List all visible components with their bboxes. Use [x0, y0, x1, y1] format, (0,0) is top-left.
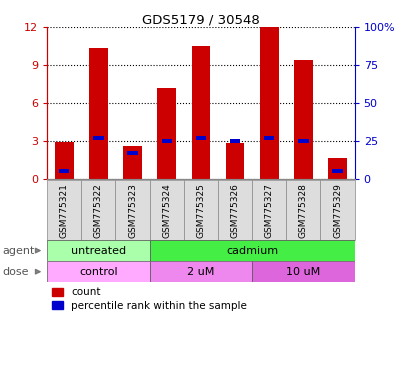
Bar	[55, 142, 74, 179]
Bar	[225, 143, 244, 179]
Text: control: control	[79, 266, 117, 277]
Bar	[263, 136, 274, 139]
FancyBboxPatch shape	[149, 180, 183, 240]
FancyBboxPatch shape	[285, 180, 320, 240]
Text: dose: dose	[2, 266, 29, 277]
Text: GDS5179 / 30548: GDS5179 / 30548	[142, 13, 259, 26]
Text: agent: agent	[2, 245, 34, 256]
FancyBboxPatch shape	[252, 261, 354, 282]
Text: GSM775323: GSM775323	[128, 184, 137, 238]
Bar	[327, 158, 346, 179]
FancyBboxPatch shape	[149, 240, 354, 261]
Text: untreated: untreated	[71, 245, 126, 256]
FancyBboxPatch shape	[320, 180, 354, 240]
Text: GSM775324: GSM775324	[162, 184, 171, 238]
Text: GSM775325: GSM775325	[196, 184, 205, 238]
Bar	[93, 136, 103, 139]
Bar	[191, 46, 210, 179]
Bar	[89, 48, 108, 179]
Text: 2 uM: 2 uM	[187, 266, 214, 277]
FancyBboxPatch shape	[81, 180, 115, 240]
Bar	[59, 169, 69, 173]
Text: 10 uM: 10 uM	[285, 266, 320, 277]
FancyBboxPatch shape	[183, 180, 218, 240]
FancyBboxPatch shape	[115, 180, 149, 240]
Text: GSM775321: GSM775321	[60, 184, 69, 238]
Text: GSM775328: GSM775328	[298, 184, 307, 238]
Text: GSM775326: GSM775326	[230, 184, 239, 238]
Bar	[229, 139, 240, 142]
Bar	[332, 169, 342, 173]
FancyBboxPatch shape	[47, 240, 149, 261]
FancyBboxPatch shape	[218, 180, 252, 240]
Legend: count, percentile rank within the sample: count, percentile rank within the sample	[52, 288, 246, 311]
FancyBboxPatch shape	[47, 261, 149, 282]
FancyBboxPatch shape	[252, 180, 285, 240]
Text: cadmium: cadmium	[225, 245, 278, 256]
Bar	[161, 139, 171, 142]
Text: GSM775327: GSM775327	[264, 184, 273, 238]
Bar	[127, 151, 137, 155]
Text: GSM775322: GSM775322	[94, 184, 103, 238]
Bar	[195, 136, 206, 139]
Bar	[259, 27, 278, 179]
Bar	[157, 88, 176, 179]
FancyBboxPatch shape	[149, 261, 252, 282]
Bar	[293, 60, 312, 179]
FancyBboxPatch shape	[47, 180, 81, 240]
Text: GSM775329: GSM775329	[332, 184, 341, 238]
Bar	[297, 139, 308, 142]
Bar	[123, 146, 142, 179]
